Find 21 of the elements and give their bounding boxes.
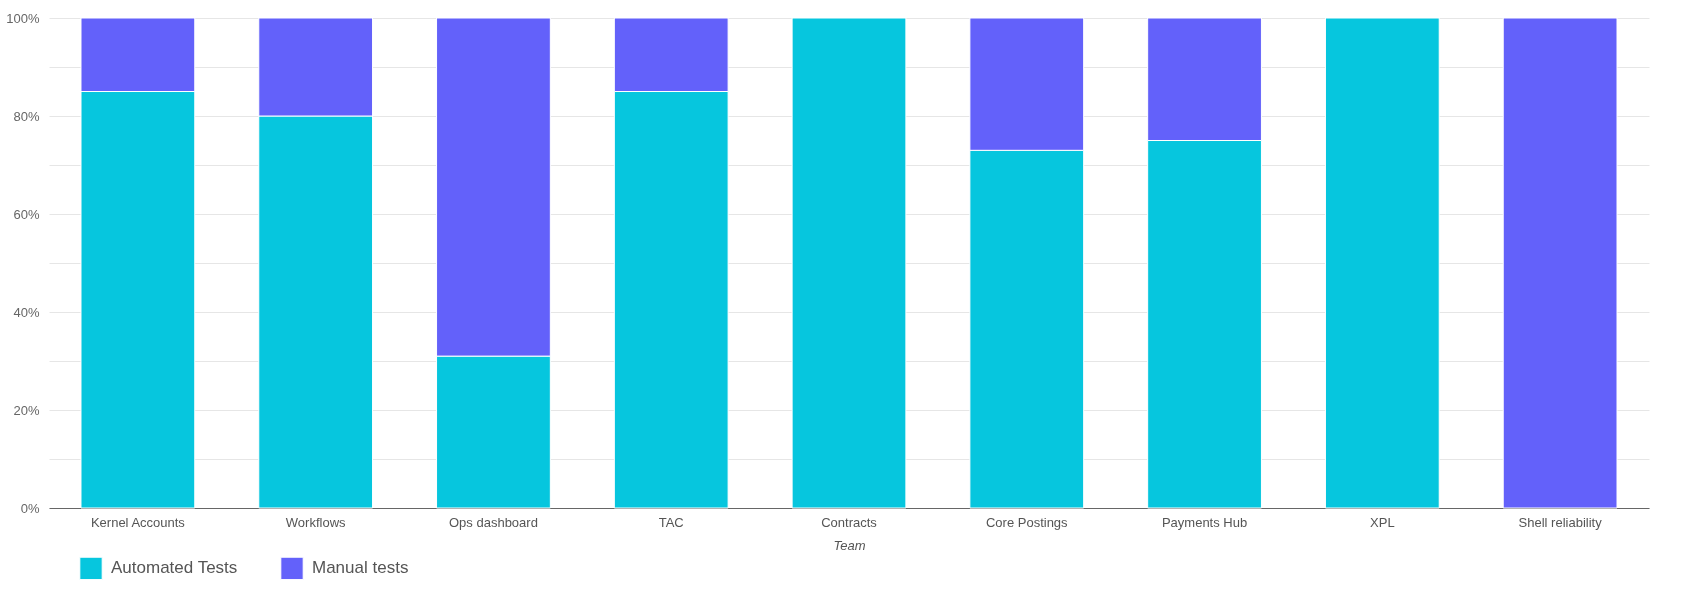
x-tick-label: TAC — [658, 514, 684, 530]
y-tick-label: 20% — [13, 402, 40, 418]
bar — [1324, 17, 1440, 509]
x-axis-title: Team — [833, 537, 866, 553]
x-tick-label: Payments Hub — [1161, 514, 1248, 530]
bar — [791, 17, 907, 509]
bar — [1502, 17, 1618, 509]
x-tick-label: XPL — [1370, 514, 1395, 530]
x-tick-label: Shell reliability — [1518, 514, 1603, 530]
x-tick-label: Kernel Accounts — [90, 514, 186, 530]
x-tick-label: Core Postings — [985, 514, 1069, 530]
legend-label: Automated Tests — [111, 558, 238, 578]
y-tick-label: 60% — [13, 206, 40, 222]
y-tick-label: 80% — [13, 108, 40, 124]
x-tick-label: Contracts — [821, 514, 878, 530]
y-tick-label: 40% — [13, 304, 40, 320]
legend-label: Manual tests — [312, 558, 409, 578]
x-tick-label: Ops dashboard — [448, 514, 538, 530]
y-tick-label: 100% — [6, 10, 40, 26]
x-tick-label: Workflows — [285, 514, 347, 530]
y-tick-label: 0% — [20, 500, 40, 516]
